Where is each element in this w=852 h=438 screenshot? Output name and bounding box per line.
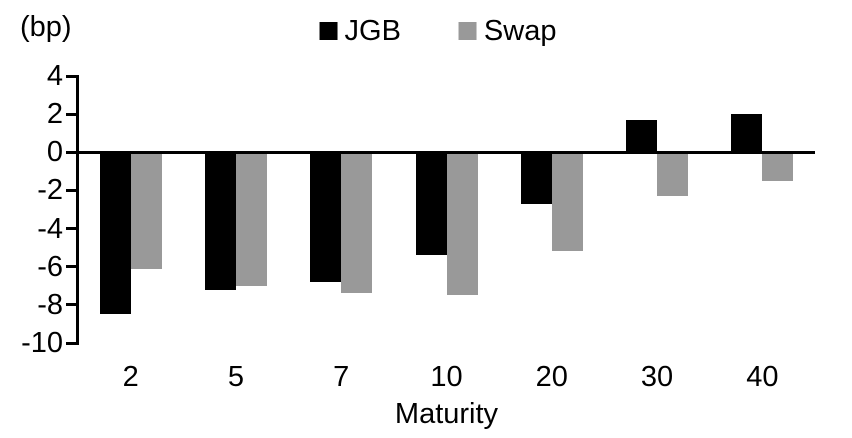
swap-swatch-icon — [458, 22, 477, 40]
bar-jgb — [415, 152, 447, 256]
bar-swap — [130, 152, 162, 269]
legend-label-swap: Swap — [483, 15, 557, 47]
x-tick-label: 20 — [535, 361, 568, 393]
bar-jgb — [99, 152, 131, 315]
y-tick-label: 0 — [46, 136, 63, 169]
x-tick-label: 40 — [746, 361, 779, 393]
legend-item-jgb: JGB — [319, 15, 401, 47]
x-tick-label: 5 — [227, 361, 244, 393]
y-axis-tick — [66, 74, 79, 78]
y-axis-tick — [66, 265, 79, 269]
jgb-swatch-icon — [319, 22, 338, 40]
bar-jgb — [310, 152, 342, 282]
y-axis-tick — [66, 112, 79, 116]
y-tick-label: -10 — [21, 327, 63, 359]
x-axis-title: Maturity — [394, 398, 499, 430]
y-tick-label: -4 — [37, 212, 63, 245]
legend: JGB Swap — [319, 15, 557, 47]
x-tick-label: 2 — [122, 361, 139, 393]
y-axis-tick — [66, 303, 79, 307]
y-tick-label: -8 — [37, 288, 63, 321]
y-tick-label: 2 — [46, 98, 63, 131]
legend-label-jgb: JGB — [344, 15, 401, 47]
bar-swap — [341, 152, 373, 294]
bar-swap — [551, 152, 583, 252]
y-axis-line — [76, 74, 79, 345]
y-axis-unit-label: (bp) — [20, 11, 72, 43]
x-tick-label: 10 — [430, 361, 463, 393]
bar-jgb — [731, 114, 763, 153]
bar-swap — [657, 152, 689, 197]
bar-swap — [446, 152, 478, 296]
y-tick-label: -2 — [37, 174, 63, 207]
x-tick-label: 30 — [640, 361, 674, 393]
x-tick-label: 7 — [333, 361, 350, 393]
zero-axis-line — [78, 150, 815, 154]
y-axis-tick — [66, 341, 79, 345]
y-tick-label: -6 — [37, 250, 63, 283]
y-axis-tick — [66, 227, 79, 231]
bar-swap — [235, 152, 267, 286]
legend-item-swap: Swap — [458, 15, 557, 47]
bar-jgb — [626, 119, 658, 153]
y-tick-label: 4 — [46, 60, 63, 92]
y-axis-tick — [66, 150, 79, 154]
bar-jgb — [520, 152, 552, 204]
bar-swap — [762, 152, 794, 181]
bar-jgb — [204, 152, 236, 290]
y-axis-tick — [66, 188, 79, 192]
